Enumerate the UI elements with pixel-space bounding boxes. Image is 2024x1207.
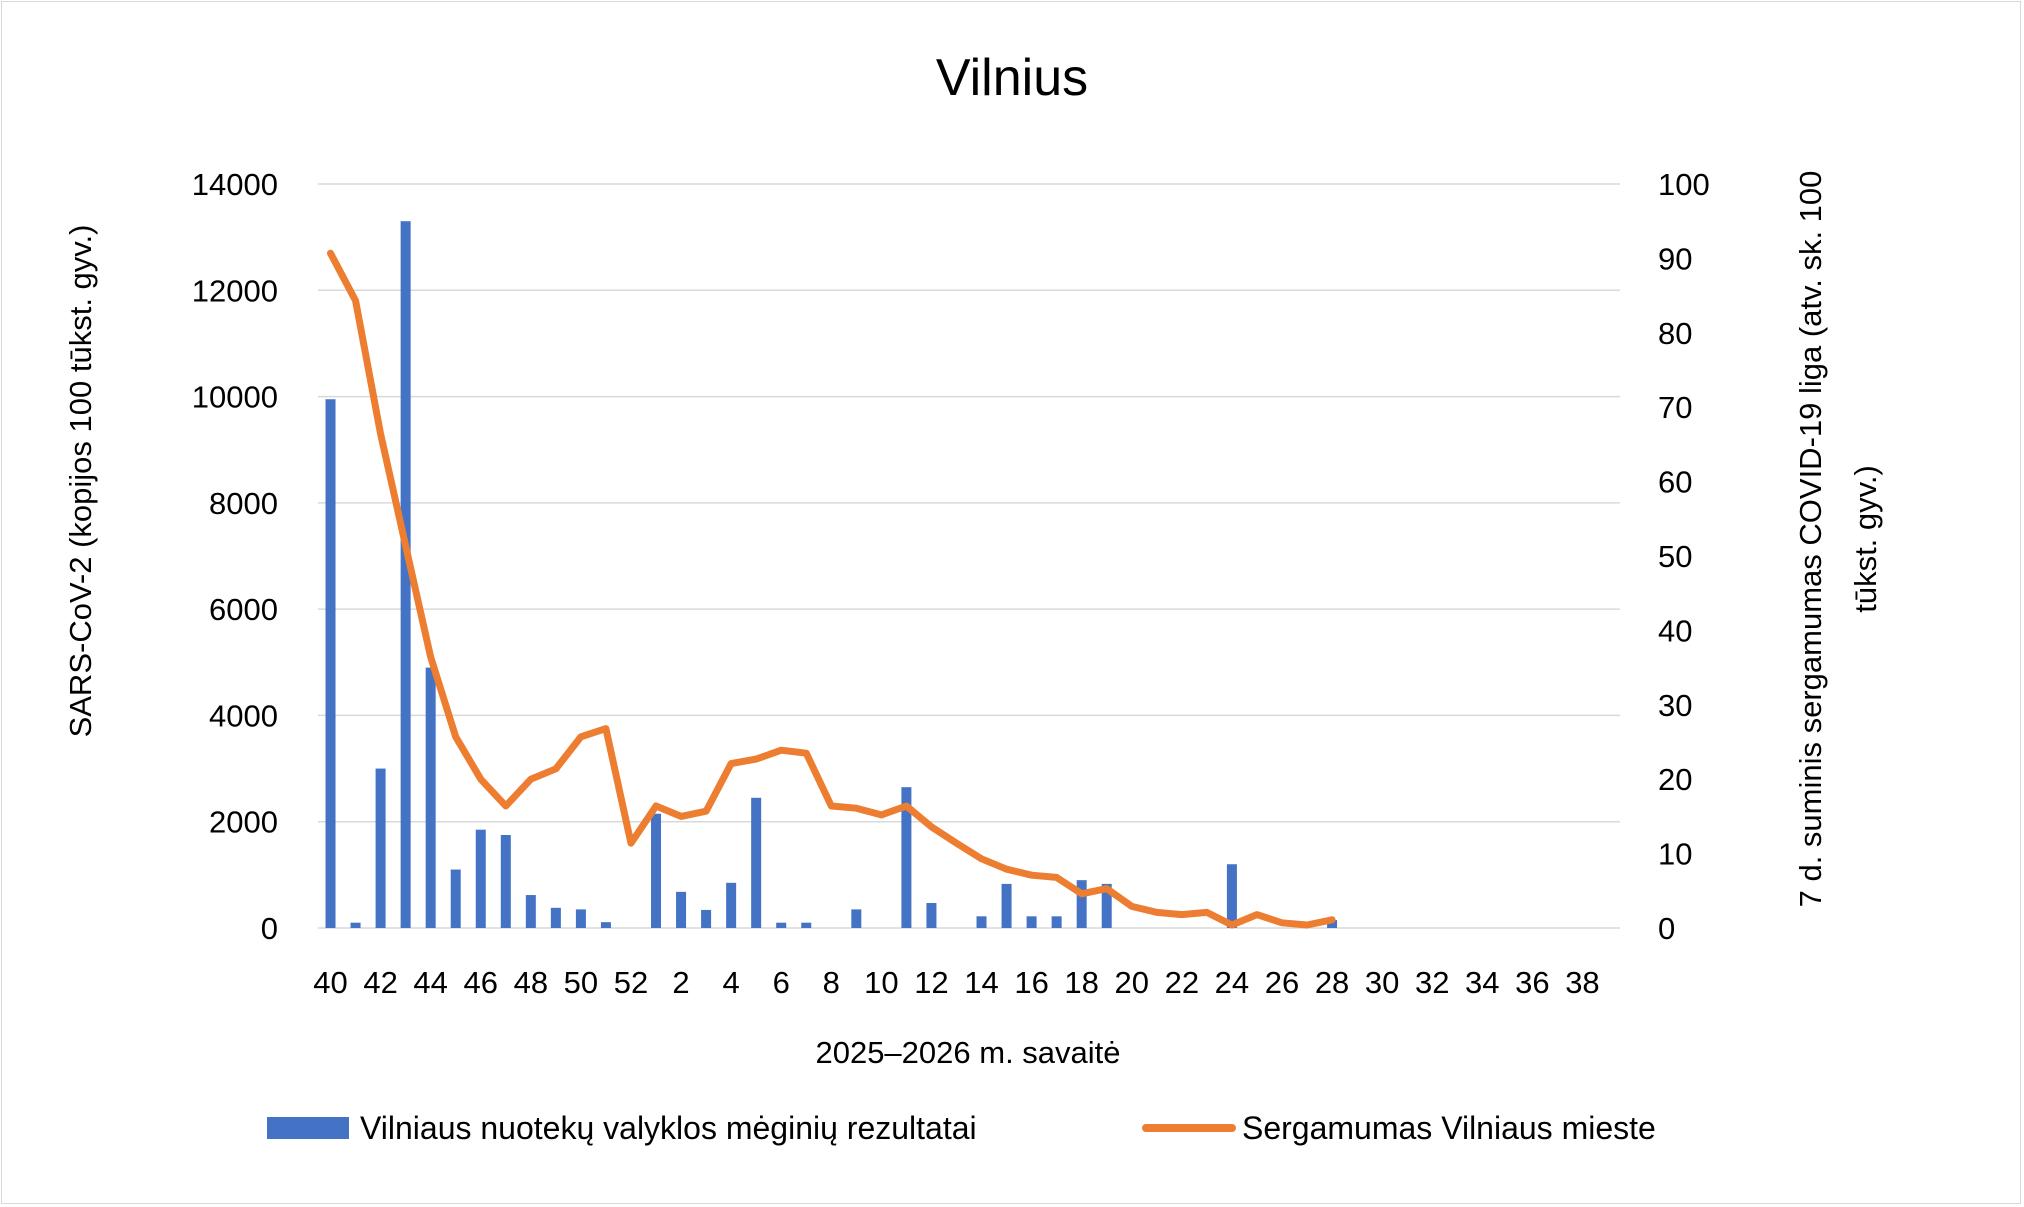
legend-label-line: Sergamumas Vilniaus mieste: [1242, 1110, 1656, 1146]
x-tick-label: 14: [964, 965, 998, 1000]
bar-week-5: [751, 797, 762, 928]
x-tick-label: 44: [413, 965, 447, 1000]
left-axis-ticks: 0 2000 4000 6000 8000 10000 12000 14000: [192, 167, 278, 946]
bar-week-18: [1076, 880, 1087, 928]
bar-week-12: [926, 903, 937, 928]
right-axis-title-line-1: 7 d. suminis sergamumas COVID-19 liga (a…: [1793, 171, 1828, 908]
bar-week-41: [350, 922, 361, 928]
right-tick-label: 0: [1658, 911, 1675, 946]
bar-week-3: [701, 909, 712, 928]
left-tick-label: 14000: [192, 167, 278, 202]
bar-series: [325, 221, 1338, 928]
x-tick-label: 46: [464, 965, 498, 1000]
left-tick-label: 0: [261, 911, 278, 946]
bar-week-9: [851, 909, 862, 928]
bar-week-11: [901, 787, 912, 928]
bar-week-1: [651, 813, 662, 928]
x-tick-label: 32: [1415, 965, 1449, 1000]
x-tick-label: 12: [914, 965, 948, 1000]
x-tick-label: 38: [1565, 965, 1599, 1000]
x-tick-label: 52: [614, 965, 648, 1000]
bar-week-44: [425, 667, 436, 928]
legend: Vilniaus nuotekų valyklos mėginių rezult…: [267, 1110, 1656, 1146]
bar-week-28: [1327, 920, 1338, 928]
bar-week-16: [1026, 916, 1037, 928]
x-tick-label: 6: [773, 965, 790, 1000]
x-tick-label: 24: [1215, 965, 1249, 1000]
right-tick-label: 30: [1658, 688, 1692, 723]
bar-week-43: [400, 221, 411, 928]
x-tick-label: 34: [1465, 965, 1499, 1000]
bar-week-48: [525, 895, 536, 928]
right-tick-label: 100: [1658, 167, 1710, 202]
x-tick-label: 36: [1515, 965, 1549, 1000]
left-tick-label: 6000: [209, 592, 278, 627]
bar-week-15: [1001, 883, 1012, 928]
x-axis-title: 2025–2026 m. savaitė: [815, 1035, 1120, 1070]
x-axis-ticks: 40 42 44 46 48 50 52 2 4 6 8 10 12 14 16 18 20 22 24 26 28 30…: [313, 965, 1599, 1000]
bar-week-47: [500, 835, 511, 928]
x-tick-label: 4: [723, 965, 740, 1000]
bar-week-50: [575, 909, 586, 928]
bar-week-46: [475, 829, 486, 928]
x-tick-label: 2: [672, 965, 689, 1000]
right-tick-label: 50: [1658, 539, 1692, 574]
bar-week-51: [600, 922, 611, 928]
bar-week-17: [1051, 916, 1062, 928]
right-axis-ticks: 0 10 20 30 40 50 60 70 80 90 100: [1658, 167, 1710, 946]
bar-week-42: [375, 768, 386, 928]
x-tick-label: 28: [1315, 965, 1349, 1000]
left-tick-label: 12000: [192, 273, 278, 308]
x-tick-label: 16: [1014, 965, 1048, 1000]
left-axis-title: SARS-CoV-2 (kopijos 100 tūkst. gyv.): [63, 225, 98, 738]
left-tick-label: 8000: [209, 486, 278, 521]
line-series-layer: [327, 249, 1336, 929]
right-tick-label: 20: [1658, 762, 1692, 797]
chart-title: Vilnius: [936, 49, 1088, 107]
x-tick-label: 48: [514, 965, 548, 1000]
right-tick-label: 70: [1658, 390, 1692, 425]
right-axis-title-line-2: tūkst. gyv.): [1848, 465, 1883, 613]
bar-week-45: [450, 869, 461, 928]
x-tick-label: 30: [1365, 965, 1399, 1000]
bar-week-49: [550, 907, 561, 928]
x-tick-label: 10: [864, 965, 898, 1000]
right-tick-label: 10: [1658, 837, 1692, 872]
bar-week-19: [1101, 883, 1112, 928]
x-tick-label: 42: [363, 965, 397, 1000]
left-tick-label: 2000: [209, 805, 278, 840]
incidence-line: [327, 249, 1336, 929]
right-tick-label: 80: [1658, 316, 1692, 351]
bar-week-40: [325, 399, 336, 928]
x-tick-label: 40: [313, 965, 347, 1000]
x-tick-label: 20: [1115, 965, 1149, 1000]
x-tick-label: 22: [1165, 965, 1199, 1000]
bar-week-7: [801, 922, 812, 928]
bar-week-2: [676, 891, 687, 928]
bar-week-14: [976, 916, 987, 928]
x-tick-label: 18: [1064, 965, 1098, 1000]
legend-label-bar: Vilniaus nuotekų valyklos mėginių rezult…: [360, 1110, 977, 1146]
left-tick-label: 10000: [192, 380, 278, 415]
legend-swatch-bar: [267, 1117, 349, 1139]
grid: [318, 183, 1620, 929]
bar-week-6: [776, 922, 787, 928]
right-tick-label: 40: [1658, 613, 1692, 648]
x-tick-label: 50: [564, 965, 598, 1000]
right-tick-label: 60: [1658, 465, 1692, 500]
right-tick-label: 90: [1658, 241, 1692, 276]
bar-week-4: [726, 882, 737, 928]
left-tick-label: 4000: [209, 698, 278, 733]
x-tick-label: 8: [823, 965, 840, 1000]
x-tick-label: 26: [1265, 965, 1299, 1000]
bar-week-24: [1226, 864, 1237, 928]
